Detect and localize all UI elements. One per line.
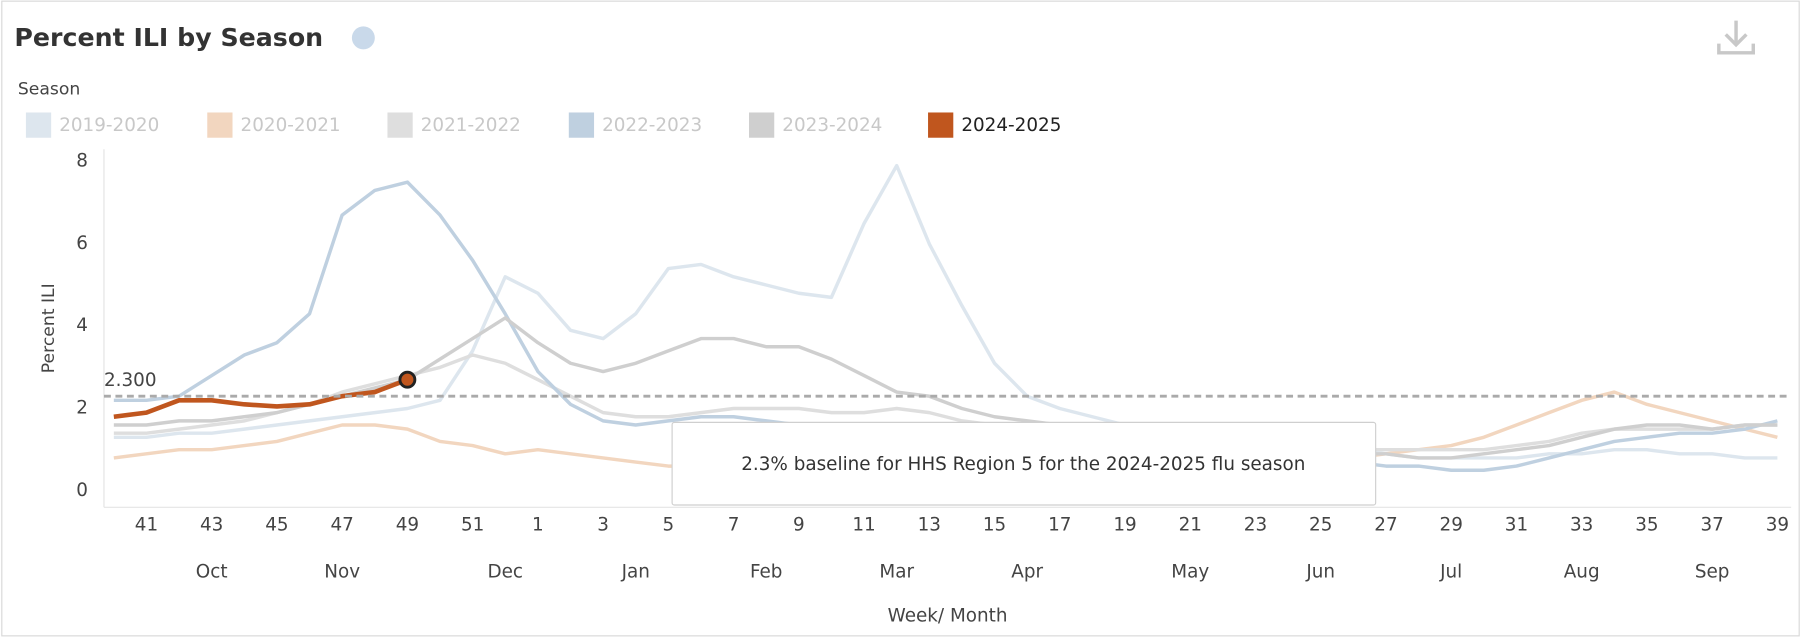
y-tick-label: 6: [76, 233, 88, 254]
x-tick-label: 9: [793, 515, 805, 536]
x-tick-label: 37: [1700, 515, 1723, 536]
info-icon[interactable]: [351, 26, 375, 50]
chart-title: Percent ILI by Season: [14, 23, 323, 52]
x-month-label: May: [1171, 562, 1209, 583]
legend-swatch: [568, 112, 595, 138]
x-tick-label: 33: [1570, 515, 1593, 536]
y-tick-label: 8: [76, 151, 88, 172]
x-tick-label: 43: [200, 515, 223, 536]
x-month-label: Jan: [621, 562, 650, 583]
x-tick-label: 15: [983, 515, 1006, 536]
x-axis-title: Week/ Month: [888, 605, 1008, 626]
legend-swatch: [928, 112, 954, 138]
x-tick-label: 35: [1635, 515, 1658, 536]
x-month-label: Nov: [324, 562, 360, 583]
series-point: [398, 370, 417, 389]
tooltip-text: 2.3% baseline for HHS Region 5 for the 2…: [741, 454, 1305, 475]
x-tick-label: 3: [597, 515, 609, 536]
x-month-label: Apr: [1011, 562, 1043, 583]
x-month-label: Sep: [1695, 562, 1730, 583]
x-month-label: Dec: [487, 562, 523, 583]
x-month-label: Aug: [1564, 562, 1600, 583]
x-tick-label: 19: [1113, 515, 1136, 536]
legend-swatch: [25, 112, 52, 138]
x-month-label: Feb: [750, 562, 783, 583]
x-tick-label: 27: [1374, 515, 1397, 536]
x-tick-label: 13: [918, 515, 941, 536]
series-line: [113, 353, 1778, 452]
x-tick-label: 45: [265, 515, 288, 536]
x-month-label: Mar: [879, 562, 914, 583]
x-tick-label: 23: [1244, 515, 1267, 536]
x-tick-label: 41: [135, 515, 158, 536]
baseline-label: 2.300: [104, 370, 157, 391]
legend-label[interactable]: 2022-2023: [602, 115, 702, 136]
x-month-label: Oct: [196, 562, 228, 583]
download-icon[interactable]: [1717, 20, 1755, 55]
legend-swatch: [387, 112, 413, 138]
x-tick-label: 31: [1505, 515, 1528, 536]
x-tick-label: 11: [852, 515, 875, 536]
x-tick-label: 5: [663, 515, 675, 536]
legend-label[interactable]: 2023-2024: [782, 115, 882, 136]
series-line: [113, 377, 409, 420]
x-tick-label: 17: [1048, 515, 1071, 536]
x-tick-label: 1: [532, 515, 544, 536]
legend-label[interactable]: 2021-2022: [421, 115, 521, 136]
x-tick-label: 49: [396, 515, 419, 536]
y-tick-label: 2: [76, 398, 88, 419]
x-tick-label: 7: [728, 515, 740, 536]
legend-swatch: [748, 112, 775, 138]
tooltip-box: [671, 421, 1377, 506]
y-axis-title: Percent ILI: [39, 283, 59, 373]
x-month-label: Jun: [1305, 562, 1335, 583]
legend-label[interactable]: 2020-2021: [241, 115, 341, 136]
x-tick-label: 51: [461, 515, 484, 536]
legend-swatch: [207, 112, 233, 138]
series-line: [113, 163, 1778, 460]
x-tick-label: 21: [1179, 515, 1202, 536]
x-tick-label: 47: [330, 515, 353, 536]
x-tick-label: 25: [1309, 515, 1332, 536]
y-tick-label: 0: [76, 480, 88, 501]
y-tick-label: 4: [76, 315, 88, 336]
x-tick-label: 39: [1766, 515, 1789, 536]
legend-title: Season: [18, 80, 80, 100]
x-month-label: Jul: [1439, 562, 1462, 583]
legend-label[interactable]: 2024-2025: [961, 115, 1061, 136]
legend-label[interactable]: 2019-2020: [59, 115, 159, 136]
x-tick-label: 29: [1440, 515, 1463, 536]
